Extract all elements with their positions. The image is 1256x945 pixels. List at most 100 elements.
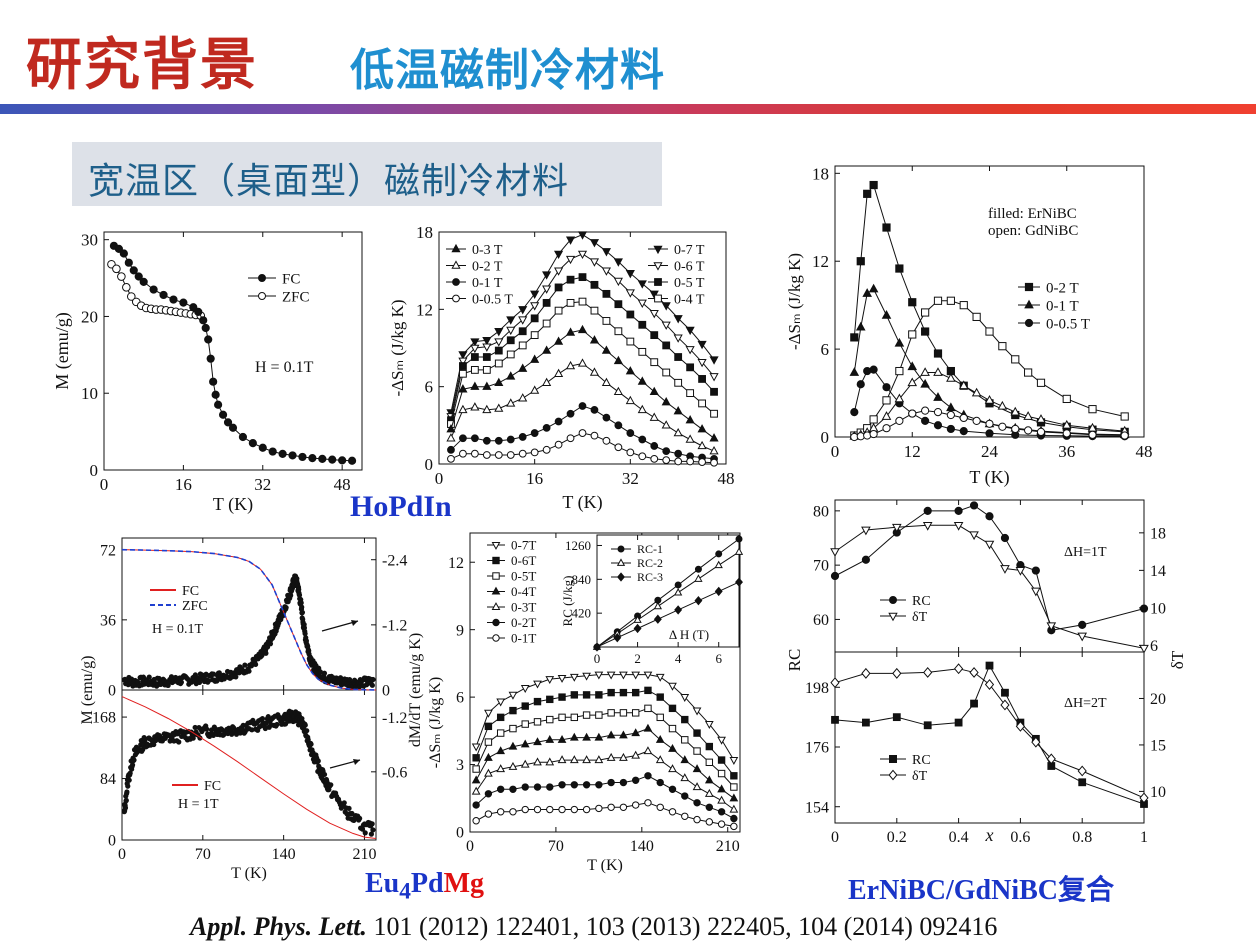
- rc-1t-point: [1139, 604, 1149, 613]
- y-axis-label: -ΔSₘ (J/kg K): [785, 253, 804, 350]
- eu-dsm-series-line: [475, 674, 735, 761]
- eu-dsm-series-point: [496, 764, 506, 773]
- inset-series-point: [735, 577, 743, 587]
- ernibc-dsm-series-point: [882, 396, 891, 405]
- dt-1t-point: [1000, 565, 1010, 574]
- eu-dsm-series-point: [582, 732, 591, 741]
- dsm-series-point: [446, 424, 456, 433]
- legend-label: 0-5 T: [674, 276, 705, 291]
- eu-dsm-series-point: [705, 803, 714, 811]
- dsm-series-point: [650, 454, 659, 463]
- dmdt-point: [151, 741, 157, 748]
- dt-1t-point: [969, 531, 979, 541]
- ernibc-dsm-series-point: [959, 413, 968, 423]
- eu-dsm-series-point: [717, 736, 726, 745]
- inset-series-point: [715, 550, 723, 558]
- legend-label: FC: [204, 779, 221, 794]
- rc-1t-point: [1031, 566, 1040, 575]
- y-tick-label: 154: [805, 799, 829, 816]
- dsm-series-point: [661, 321, 671, 330]
- dsm-series-point: [530, 448, 539, 457]
- dsm-series-point: [542, 424, 551, 432]
- eu-dsm-series-point: [692, 764, 702, 773]
- dt-2t-point: [892, 667, 902, 679]
- dmdt-point: [125, 783, 131, 789]
- x-tick-label: 36: [1058, 442, 1075, 461]
- dsm-series-point: [589, 239, 600, 248]
- y-tick-label-right: 0: [382, 683, 390, 700]
- dmdt-point: [204, 726, 210, 732]
- dsm-series-point: [613, 386, 623, 396]
- eu-dsm-series-point: [594, 671, 604, 680]
- annotation-open: open: GdNiBC: [988, 223, 1078, 239]
- y-tick-label: 84: [100, 771, 116, 788]
- dsm-series-point: [709, 433, 719, 442]
- caption-pd: Pd: [410, 868, 444, 899]
- dsm-series-point: [506, 371, 516, 380]
- dsm-series-point: [565, 236, 576, 245]
- legend-label: RC: [912, 753, 931, 768]
- zfc-point: [112, 264, 121, 274]
- dsm-series-point: [518, 306, 528, 315]
- dsm-series-point: [601, 248, 612, 257]
- dsm-series-point: [686, 389, 695, 398]
- dsm-series-point: [661, 420, 671, 429]
- dsm-series-point: [649, 309, 659, 319]
- dsm-series-point: [470, 353, 479, 361]
- dsm-series-point: [686, 363, 695, 372]
- fc-point: [209, 377, 218, 386]
- dsm-series-point: [542, 319, 551, 328]
- dsm-series-point: [506, 350, 515, 359]
- legend-label: 0-2 T: [1046, 280, 1079, 296]
- ernibc-dsm-series-point: [894, 393, 905, 403]
- ernibc-dsm-series-point: [946, 296, 955, 305]
- ernibc-dsm-series-point: [972, 312, 981, 321]
- x-tick-label: 16: [526, 469, 543, 488]
- ernibc-dsm-series-point: [895, 366, 904, 376]
- dt-2t-point: [1000, 699, 1010, 711]
- dmdt-point: [192, 724, 198, 731]
- eu-dsm-series-point: [471, 786, 481, 795]
- dsm-series-line: [450, 432, 715, 464]
- dsm-series-point: [625, 395, 635, 405]
- legend-label: 0-4 T: [674, 292, 705, 307]
- eu-dsm-series-line: [475, 707, 735, 788]
- x-tick-label: 4: [675, 651, 682, 666]
- fc-point: [298, 452, 307, 462]
- dsm-series-point: [553, 336, 564, 345]
- eu-dsm-series-point: [533, 697, 542, 706]
- y-tick-label: 80: [813, 503, 829, 520]
- y-tick-label: 72: [100, 542, 116, 559]
- eu-dsm-series-point: [607, 778, 615, 787]
- dsm-series-point: [637, 404, 647, 414]
- x-tick-label: 48: [1136, 442, 1153, 461]
- legend-label: 0-1 T: [472, 276, 503, 291]
- ernibc-dsm-series-point: [882, 424, 891, 433]
- ernibc-dsm-series-point: [1036, 427, 1046, 436]
- dsm-series-point: [482, 343, 492, 352]
- eu-dsm-series-point: [631, 750, 641, 759]
- y-tick-label: 0: [108, 833, 116, 850]
- y-tick-label: 168: [92, 710, 116, 727]
- ernibc-dsm-series-point: [882, 223, 891, 232]
- y-tick-label-right: -0.6: [382, 764, 407, 781]
- ernibc-dsm-series-point: [1036, 378, 1046, 387]
- dsm-series-point: [626, 448, 635, 457]
- dsm-series-point: [697, 340, 707, 350]
- ernibc-dsm-series-point: [997, 400, 1008, 410]
- dmdt-point: [263, 650, 269, 656]
- dsm-series-point: [530, 331, 539, 340]
- eu-dsm-series-point: [520, 739, 530, 748]
- rc-1t-point: [830, 571, 840, 581]
- inset-series-point: [633, 615, 642, 623]
- dt-2t-point: [1077, 765, 1087, 777]
- eu-dsm-series-point: [631, 728, 641, 737]
- ernibc-dsm-series-point: [869, 429, 878, 439]
- eu-dsm-series-point: [631, 709, 640, 717]
- y-tick-label-right: 20: [1150, 691, 1166, 708]
- inset-y-axis-label: RC (J/kg): [560, 576, 575, 627]
- dt-2t-point: [953, 663, 964, 675]
- rc-2t-point: [1078, 778, 1087, 787]
- dsm-series-point: [470, 402, 480, 411]
- dsm-series-point: [482, 381, 492, 390]
